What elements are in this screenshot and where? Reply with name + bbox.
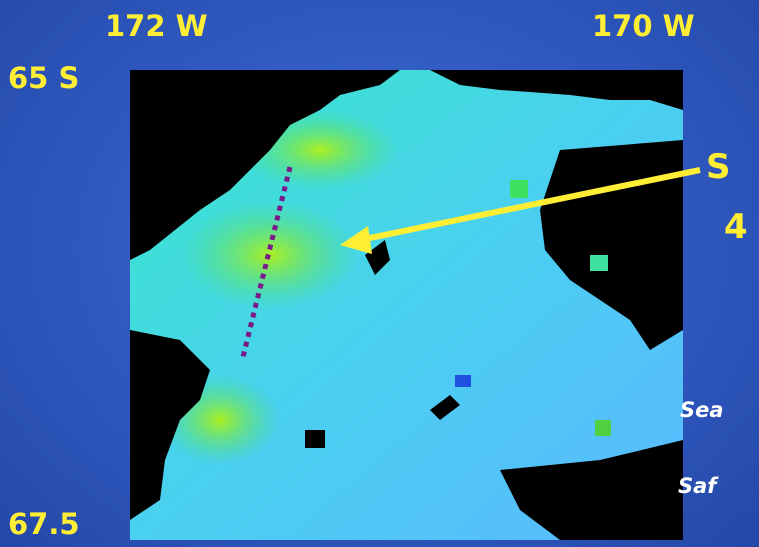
longitude-label: 172 W	[105, 12, 208, 41]
note-text: Sea	[680, 400, 724, 421]
latitude-label: 65 S	[8, 64, 79, 93]
note-text: Saf	[678, 476, 716, 497]
longitude-label: 170 W	[592, 12, 695, 41]
latitude-label: 67.5	[8, 510, 80, 539]
callout-text: 4	[724, 210, 748, 244]
satellite-image	[0, 0, 759, 547]
callout-text: S	[706, 150, 731, 184]
slide: 172 W 170 W 65 S 67.5 S 4 Sea Saf	[0, 0, 759, 547]
